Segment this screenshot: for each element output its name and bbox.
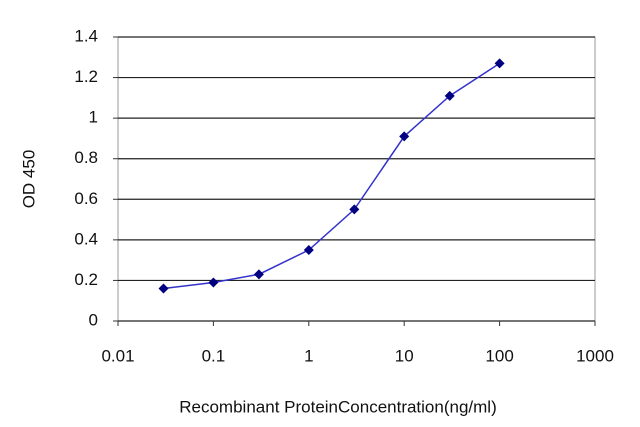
y-tick-label: 0.6 [74,189,98,208]
x-axis-label: Recombinant ProteinConcentration(ng/ml) [179,397,497,416]
plot-area [117,36,596,322]
data-point [494,58,505,69]
y-tick-label: 0 [89,310,98,329]
y-tick-label: 1.2 [74,67,98,86]
data-line [163,62,501,290]
y-tick-label: 0.8 [74,148,98,167]
data-point [399,131,410,142]
data-point [303,245,314,255]
x-tick-label: 1 [304,346,313,365]
data-point [349,204,360,215]
data-point [444,90,455,101]
x-tick-label: 100 [485,346,513,365]
x-tick-label: 1000 [576,346,614,365]
x-tick-label: 10 [395,346,414,365]
y-axis-label: OD 450 [19,150,38,209]
y-tick-label: 1 [89,108,98,127]
x-tick-label: 0.1 [202,346,226,365]
data-point [158,283,169,294]
data-point [253,269,264,280]
x-tick-label: 0.01 [101,346,134,365]
y-tick-label: 0.2 [74,270,98,289]
y-tick-label: 1.4 [74,26,98,45]
y-tick-label: 0.4 [74,229,98,248]
data-point [208,277,219,288]
